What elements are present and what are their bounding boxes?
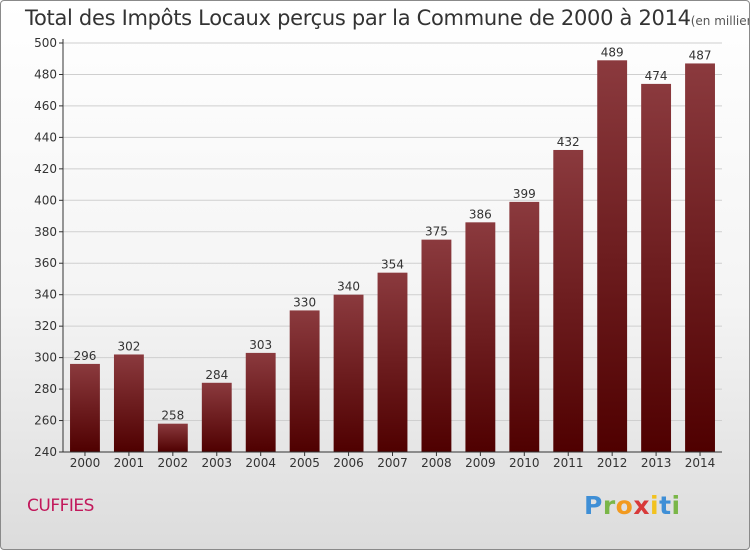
y-tick-label: 380 [34, 225, 57, 239]
x-tick-label: 2010 [509, 456, 540, 470]
proxiti-logo: Proxiti [584, 491, 681, 520]
bar-2008 [421, 239, 452, 452]
x-tick-label: 2014 [685, 456, 716, 470]
data-label: 302 [117, 339, 140, 353]
chart-unit: (en milliers d'€) [690, 14, 749, 28]
bar-2005 [289, 310, 320, 452]
commune-name: CUFFIES [27, 496, 94, 516]
bar-2006 [333, 294, 364, 452]
y-tick-label: 420 [34, 162, 57, 176]
y-axis: 240 260 280 300 320 340 360 380 400 420 440 460 480 5… [34, 36, 64, 459]
logo-letter: o [615, 491, 634, 520]
x-tick-label: 2012 [597, 456, 628, 470]
logo-letter: x [633, 491, 650, 520]
bar-2007 [377, 272, 408, 452]
data-label: 375 [425, 225, 448, 239]
y-tick-label: 240 [34, 445, 57, 459]
x-tick-label: 2007 [377, 456, 408, 470]
x-tick-label: 2002 [158, 456, 189, 470]
x-tick-label: 2001 [114, 456, 145, 470]
x-tick-label: 2009 [465, 456, 496, 470]
data-label: 487 [689, 48, 712, 62]
bar-2001 [113, 354, 144, 452]
y-tick-label: 280 [34, 382, 57, 396]
logo-letter: i [650, 491, 660, 520]
x-tick-label: 2004 [245, 456, 276, 470]
bar-2010 [509, 201, 540, 452]
x-tick-label: 2006 [333, 456, 364, 470]
logo-letter: P [584, 491, 603, 520]
bar-2004 [245, 352, 276, 452]
y-tick-label: 480 [34, 67, 57, 81]
data-label: 386 [469, 207, 492, 221]
y-tick-label: 260 [34, 414, 57, 428]
chart-title: Total des Impôts Locaux perçus par la Co… [25, 6, 749, 30]
data-label: 432 [557, 135, 580, 149]
data-label: 303 [249, 338, 272, 352]
y-tick-label: 500 [34, 36, 57, 50]
y-tick-label: 400 [34, 193, 57, 207]
x-tick-label: 2011 [553, 456, 584, 470]
data-label: 258 [161, 409, 184, 423]
x-tick-label: 2008 [421, 456, 452, 470]
logo-letter: t [659, 491, 672, 520]
data-label: 340 [337, 280, 360, 294]
y-tick-label: 460 [34, 99, 57, 113]
bar-2012 [597, 60, 628, 453]
bar-2009 [465, 222, 496, 452]
data-label: 354 [381, 258, 404, 272]
bar-2002 [157, 423, 188, 452]
bar-2000 [70, 363, 100, 452]
data-label: 330 [293, 295, 316, 309]
bars: 296 302 258 284 303 330 340 354 375 386 399 432 489 4… [70, 45, 715, 453]
data-label: 474 [645, 69, 668, 83]
bar-2013 [641, 83, 672, 453]
data-label: 296 [74, 349, 97, 363]
x-tick-label: 2005 [289, 456, 320, 470]
data-label: 284 [205, 368, 228, 382]
data-label: 399 [513, 187, 536, 201]
bar-2003 [201, 382, 232, 452]
y-tick-label: 320 [34, 319, 57, 333]
x-tick-label: 2000 [70, 456, 101, 470]
logo-letter: i [671, 491, 681, 520]
y-tick-label: 340 [34, 288, 57, 302]
bar-2011 [553, 149, 584, 452]
x-axis: 2000 2001 2002 2003 2004 2005 2006 2007 2008 2009… [63, 451, 722, 470]
y-tick-label: 300 [34, 351, 57, 365]
data-label: 489 [601, 45, 624, 59]
chart-title-text: Total des Impôts Locaux perçus par la Co… [25, 6, 691, 30]
x-tick-label: 2003 [201, 456, 232, 470]
y-tick-label: 360 [34, 256, 57, 270]
logo-letter: r [602, 491, 616, 520]
x-tick-label: 2013 [641, 456, 672, 470]
y-tick-label: 440 [34, 130, 57, 144]
bar-2014 [685, 63, 715, 452]
